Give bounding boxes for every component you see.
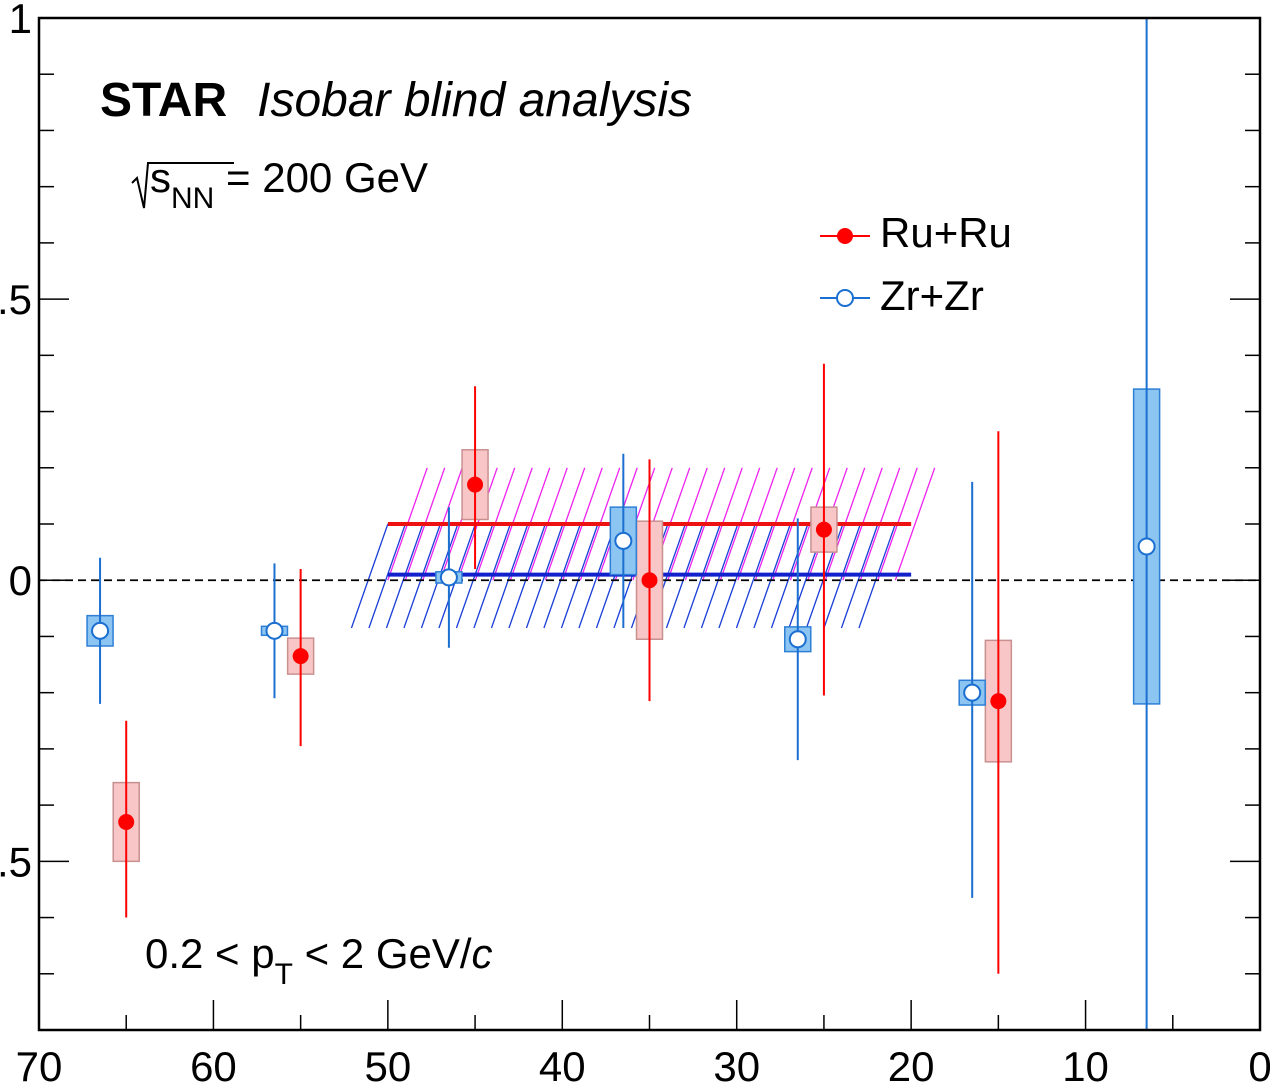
- data-point: [1137, 537, 1156, 556]
- title-italic: Isobar blind analysis: [257, 74, 692, 127]
- y-tick-label: 1: [9, 0, 32, 42]
- x-tick-label: 30: [713, 1043, 760, 1087]
- y-tick-label: .5: [0, 276, 32, 323]
- x-tick-label: 10: [1062, 1043, 1109, 1087]
- data-point: [963, 683, 982, 702]
- band-hatch-line: [350, 523, 389, 629]
- sqrt-symbol-icon: [131, 162, 234, 209]
- legend-zr-label: Zr+Zr: [880, 272, 984, 319]
- x-tick-label: 40: [539, 1043, 586, 1087]
- data-point: [292, 648, 309, 665]
- x-tick-label: 60: [190, 1043, 237, 1087]
- data-point: [467, 476, 484, 493]
- energy-suffix: = 200 GeV: [214, 154, 428, 201]
- data-point: [91, 621, 110, 640]
- legend-zr-marker: [836, 289, 854, 307]
- x-tick-label: 20: [888, 1043, 935, 1087]
- data-point: [641, 572, 658, 589]
- data-point: [439, 568, 458, 587]
- data-point: [990, 693, 1007, 710]
- y-tick-label: 0: [9, 557, 32, 604]
- legend-ru-label: Ru+Ru: [880, 209, 1012, 256]
- data-markers: [91, 476, 1156, 830]
- data-point: [265, 621, 284, 640]
- cut-prefix: 0.2 < p: [145, 930, 275, 977]
- title: STAR Isobar blind analysis: [100, 74, 692, 127]
- data-point: [614, 531, 633, 550]
- data-point: [118, 813, 135, 830]
- y-tick-label: .5: [0, 838, 32, 885]
- cut-label: 0.2 < pT < 2 GeV/c: [145, 930, 493, 991]
- energy-prefix: s: [150, 154, 171, 201]
- cut-italic: c: [472, 930, 493, 977]
- data-point: [815, 521, 832, 538]
- legend-ru-marker: [837, 228, 853, 244]
- x-tick-label: 70: [16, 1043, 63, 1087]
- x-tick-label: 0: [1248, 1043, 1270, 1087]
- cut-middle: < 2 GeV/: [293, 930, 472, 977]
- energy-subscript: NN: [171, 182, 214, 215]
- energy-label: sNN = 200 GeV: [150, 154, 428, 215]
- title-bold: STAR: [100, 74, 227, 127]
- cut-subscript: T: [275, 958, 293, 991]
- axis-ticks: [38, 17, 1261, 1031]
- x-tick-label: 50: [364, 1043, 411, 1087]
- band-hatch-line: [894, 467, 936, 581]
- data-point: [788, 630, 807, 649]
- band-hatch-line: [368, 523, 406, 629]
